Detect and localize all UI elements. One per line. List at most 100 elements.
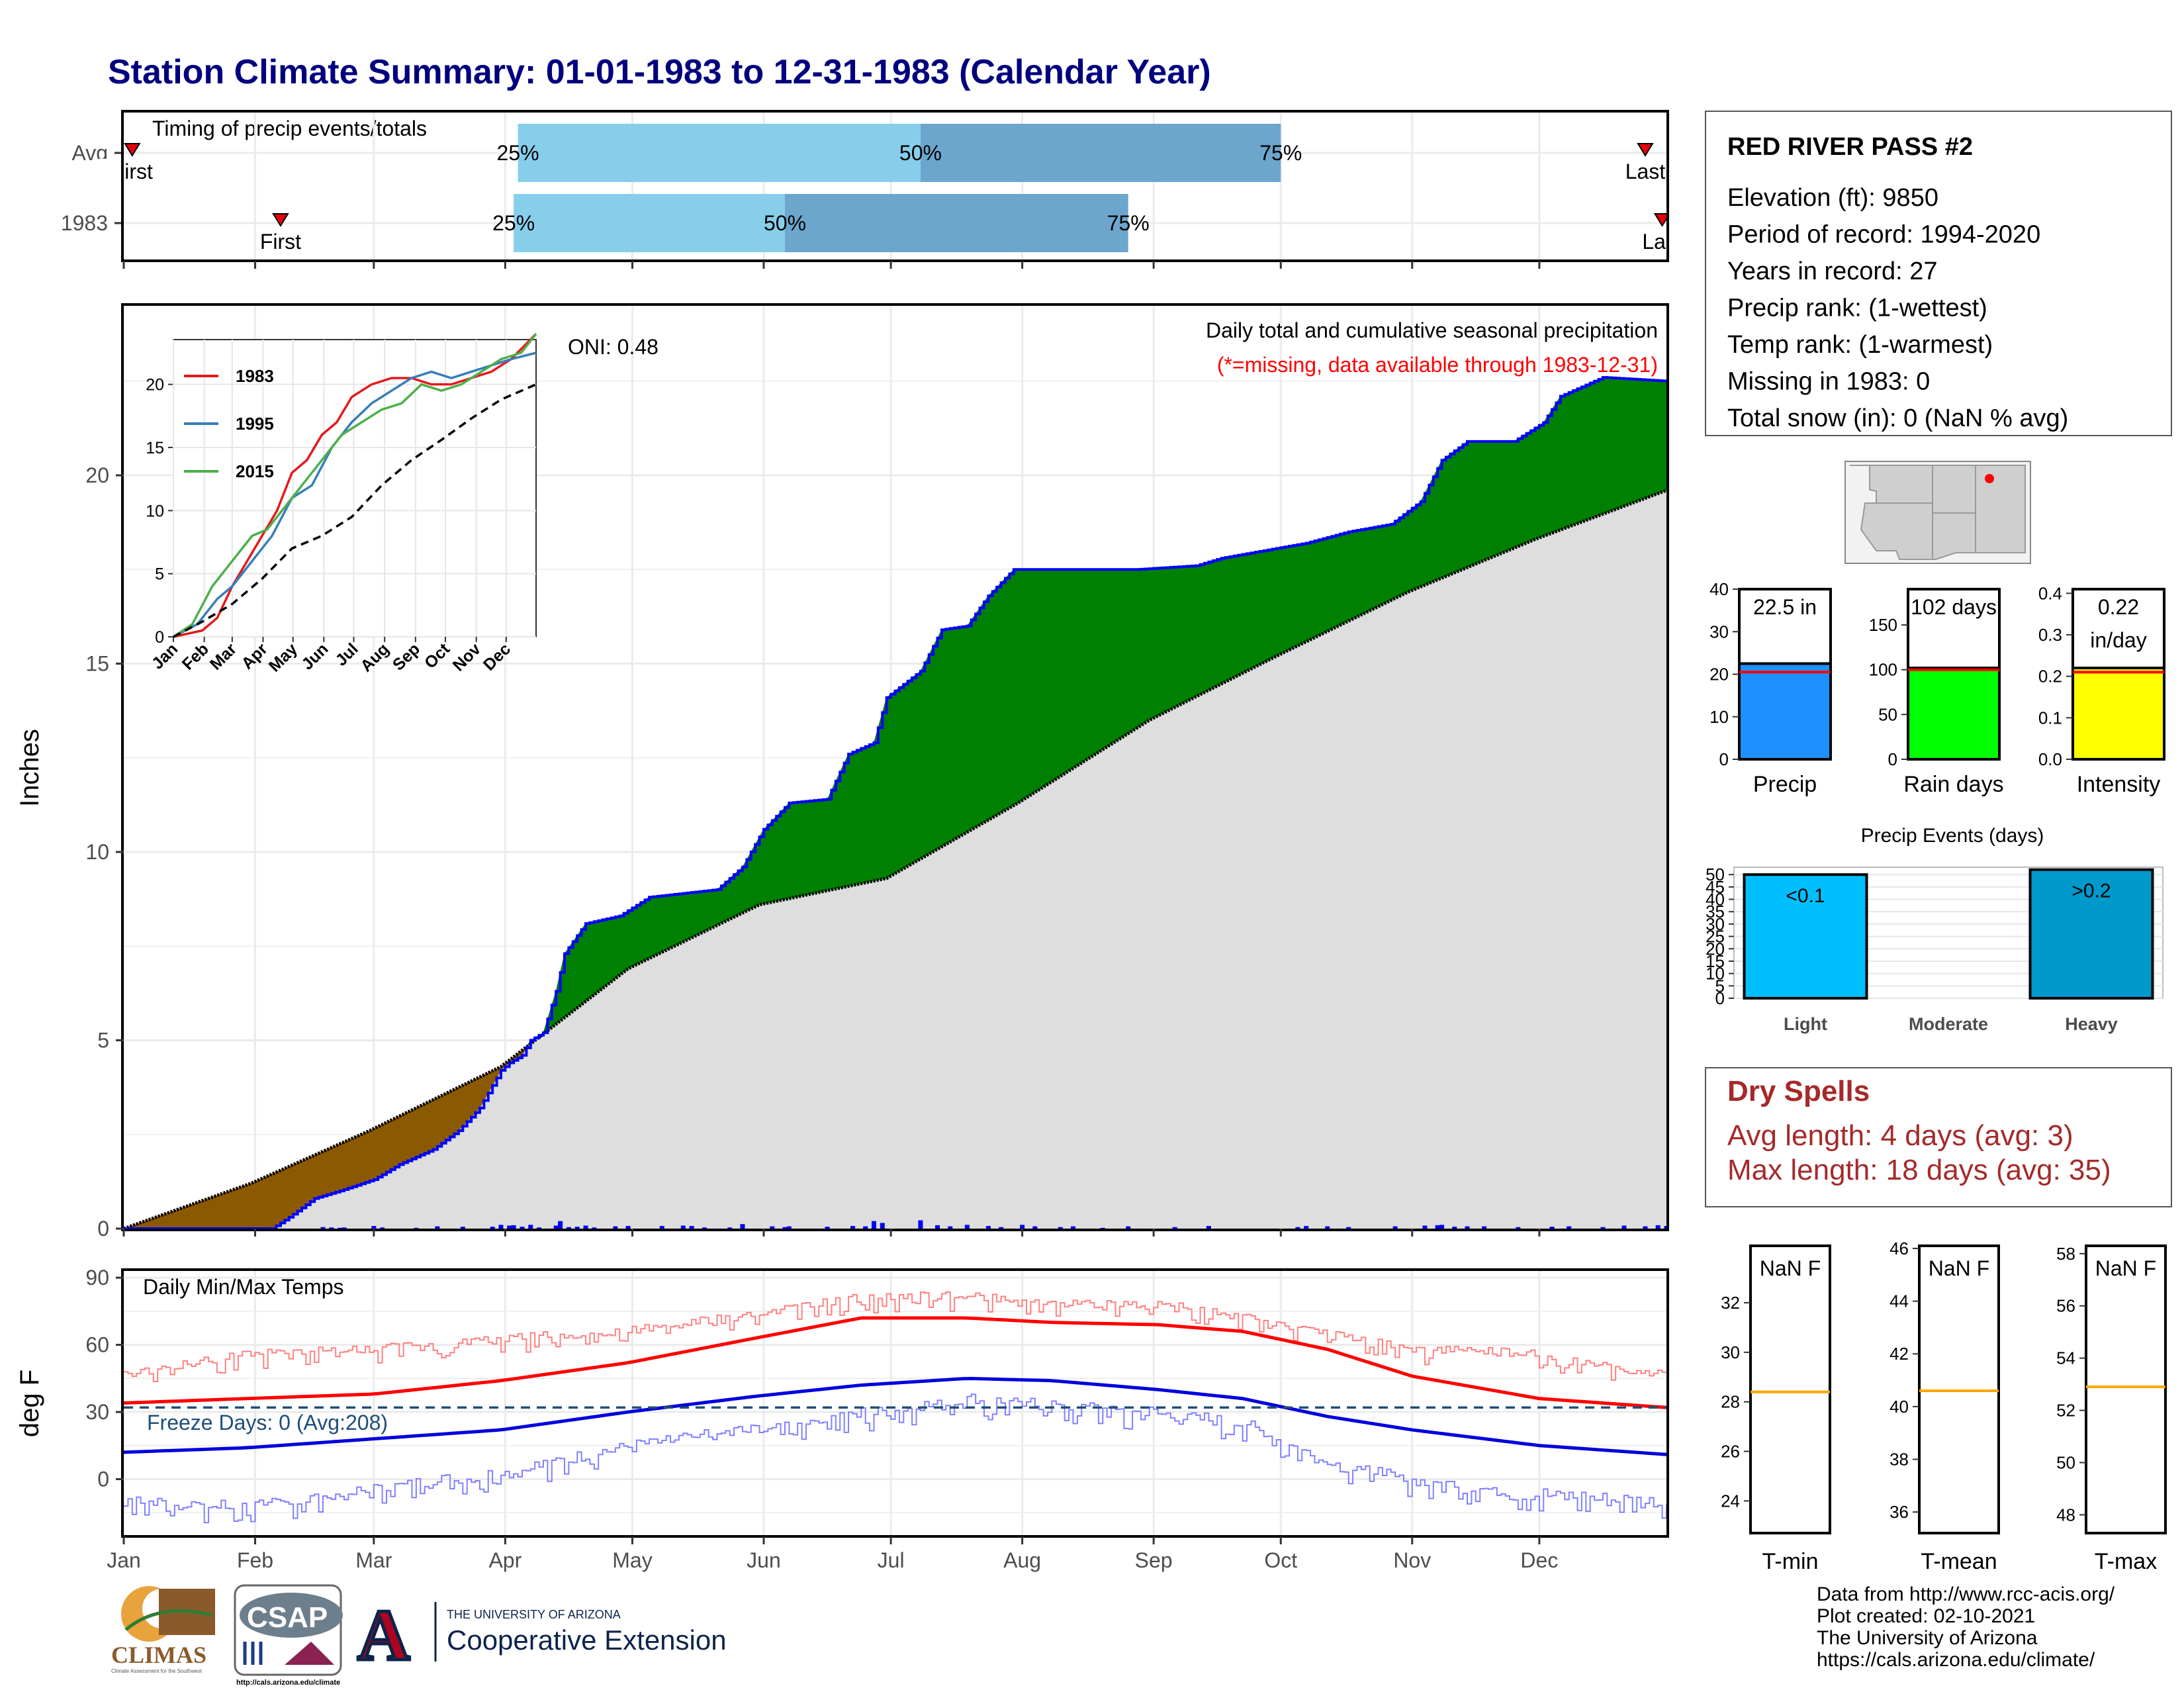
- departure-area-segment: [1238, 554, 1244, 676]
- departure-area-segment: [1454, 447, 1459, 573]
- temp-summary-title: T-min: [1762, 1549, 1819, 1574]
- departure-area-segment: [1098, 569, 1103, 753]
- departure-area-segment: [1522, 432, 1527, 545]
- daily-precip-bar: [702, 1227, 707, 1229]
- daily-precip-bar: [680, 1225, 686, 1229]
- daily-precip-bar: [1295, 1227, 1300, 1229]
- daily-precip-bar: [880, 1223, 885, 1229]
- departure-area-segment: [1348, 530, 1353, 622]
- events-category-label: Light: [1784, 1014, 1827, 1034]
- daily-precip-bar: [1452, 1227, 1457, 1229]
- departure-area-segment: [1569, 390, 1574, 528]
- departure-area-segment: [645, 896, 650, 961]
- departure-area-segment: [1657, 380, 1662, 494]
- departure-area-segment: [1543, 415, 1549, 537]
- summary-bar-ytick-label: 50: [1878, 704, 1897, 724]
- departure-area-segment: [1585, 383, 1591, 521]
- info-line: Total snow (in): 0 (NaN % avg): [1727, 404, 2068, 432]
- timing-row-label: 1983: [61, 211, 108, 235]
- departure-area-segment: [950, 628, 955, 843]
- departure-area-segment: [1322, 537, 1328, 634]
- departure-area-segment: [1043, 569, 1048, 788]
- temp-summary-ytick-label: 54: [2056, 1348, 2075, 1368]
- inset-legend-label: 1983: [236, 366, 274, 386]
- timing-bar-q25-q50: [514, 194, 785, 252]
- departure-area-segment: [1590, 381, 1595, 520]
- departure-area-segment: [1293, 544, 1298, 649]
- main-ytick-label: 10: [85, 840, 109, 864]
- summary-bar-ytick-label: 20: [1709, 665, 1729, 684]
- departure-area-segment: [1267, 549, 1273, 661]
- events-ytick-label: 20: [1706, 939, 1725, 959]
- daily-precip-bar: [1020, 1225, 1025, 1229]
- timing-quantile-label: 25%: [497, 141, 539, 165]
- departure-area-segment: [848, 751, 853, 887]
- departure-area-segment: [433, 1097, 438, 1150]
- departure-area-segment: [1594, 379, 1599, 518]
- daily-precip-bar: [583, 1225, 588, 1229]
- departure-area-segment: [1128, 569, 1133, 734]
- departure-area-segment: [987, 590, 993, 821]
- departure-area-segment: [1492, 441, 1498, 557]
- departure-area-segment: [1606, 377, 1612, 513]
- departure-area-segment: [814, 800, 819, 894]
- departure-area-segment: [640, 899, 646, 963]
- month-label: Nov: [1393, 1548, 1431, 1572]
- departure-area-segment: [1085, 569, 1091, 761]
- departure-area-segment: [1301, 542, 1307, 645]
- departure-area-segment: [428, 1099, 433, 1152]
- inset-ytick-label: 5: [155, 565, 164, 584]
- departure-area-segment: [441, 1093, 447, 1144]
- info-line: Missing in 1983: 0: [1727, 368, 1930, 396]
- departure-area-segment: [1420, 493, 1426, 588]
- events-category-label: Heavy: [2065, 1014, 2118, 1034]
- departure-area-segment: [301, 1158, 306, 1209]
- departure-area-segment: [1246, 552, 1251, 672]
- timing-bar-q50-q75: [920, 124, 1281, 182]
- daily-precip-bar: [1643, 1226, 1648, 1229]
- departure-area-segment: [437, 1095, 442, 1147]
- summary-bar-value-label: 22.5 in: [1753, 595, 1817, 619]
- departure-area-segment: [1005, 573, 1010, 811]
- departure-area-segment: [929, 646, 934, 855]
- departure-area-segment: [208, 1196, 213, 1229]
- departure-area-segment: [191, 1202, 197, 1229]
- daily-precip-bar: [566, 1227, 571, 1229]
- logos: CLIMAS Climate Assessment for the Southw…: [111, 1584, 727, 1687]
- departure-area-segment: [717, 885, 722, 926]
- daily-precip-bar: [1206, 1226, 1211, 1229]
- events-bar: [2028, 868, 2154, 1000]
- departure-area-segment: [767, 820, 773, 904]
- daily-precip-bar: [537, 1227, 542, 1229]
- month-label: Jun: [747, 1548, 781, 1572]
- summary-bar-value-label: in/day: [2090, 628, 2146, 652]
- events-ytick-label: 10: [1706, 964, 1725, 984]
- info-line: Precip rank: (1-wettest): [1727, 295, 1987, 322]
- dry-spells-max: Max length: 18 days (avg: 35): [1727, 1154, 2111, 1186]
- daily-precip-bar: [1600, 1227, 1606, 1229]
- timing-title: Timing of precip events/totals: [152, 117, 427, 140]
- month-label: Mar: [355, 1548, 392, 1572]
- departure-area-segment: [1195, 564, 1201, 698]
- daily-precip-bar: [1465, 1226, 1470, 1229]
- page-title: Station Climate Summary: 01-01-1983 to 1…: [108, 53, 1211, 91]
- departure-area-segment: [1191, 565, 1197, 700]
- departure-area-segment: [916, 671, 921, 862]
- departure-area-segment: [403, 1111, 408, 1164]
- departure-area-segment: [1645, 379, 1650, 499]
- inset-series-line-2015: [173, 333, 537, 638]
- departure-area-segment: [1526, 430, 1531, 543]
- climas-logo: CLIMAS Climate Assessment for the Southw…: [111, 1586, 215, 1674]
- dry-spells-avg: Avg length: 4 days (avg: 3): [1727, 1119, 2073, 1152]
- departure-area-segment: [1357, 529, 1362, 618]
- departure-area-segment: [1653, 380, 1659, 496]
- inset-series-line-1995: [173, 352, 537, 638]
- departure-area-segment: [1263, 549, 1269, 663]
- departure-area-segment: [954, 627, 959, 840]
- departure-area-segment: [1556, 395, 1561, 532]
- temp-ytick-label: 0: [97, 1467, 109, 1491]
- departure-area-segment: [1212, 559, 1218, 689]
- daily-precip-bar: [380, 1227, 385, 1229]
- departure-area-segment: [966, 619, 972, 833]
- events-ytick-label: 40: [1706, 890, 1725, 910]
